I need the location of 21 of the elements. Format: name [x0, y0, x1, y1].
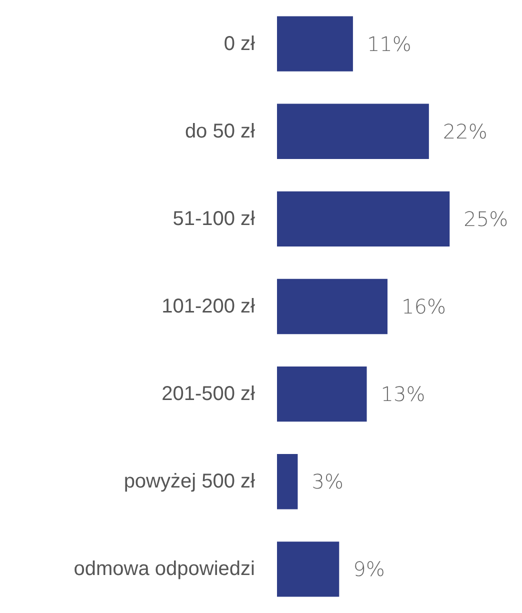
- bar: [277, 104, 429, 159]
- y-tick-label: 201-500 zł: [162, 383, 256, 406]
- data-label: 22%: [442, 119, 488, 144]
- bar: [277, 278, 388, 334]
- bar: [277, 454, 298, 510]
- data-label: 16%: [401, 294, 446, 318]
- data-label: 9%: [353, 557, 385, 582]
- bar: [277, 542, 340, 597]
- y-tick-label: odmowa odpowiedzi: [74, 558, 255, 580]
- bar: [277, 191, 450, 247]
- data-label: 3%: [312, 470, 344, 494]
- y-tick-label: powyżej 500 zł: [124, 470, 256, 493]
- bar: [277, 16, 353, 72]
- data-label: 11%: [366, 32, 412, 56]
- data-label: 25%: [464, 206, 508, 231]
- data-label: 13%: [380, 382, 426, 406]
- y-tick-label: 51-100 zł: [172, 208, 256, 230]
- y-tick-label: do 50 zł: [184, 120, 256, 142]
- y-tick-label: 0 zł: [224, 32, 256, 55]
- y-tick-label: 101-200 zł: [162, 296, 256, 318]
- bar: [277, 366, 367, 422]
